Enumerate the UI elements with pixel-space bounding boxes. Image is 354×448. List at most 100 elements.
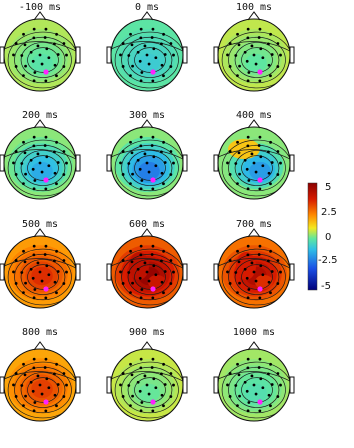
nose-outline xyxy=(33,11,47,21)
electrode-marker xyxy=(150,144,154,147)
electrode-marker xyxy=(279,383,282,387)
electrode-marker xyxy=(22,74,25,78)
electrode-marker xyxy=(44,187,48,191)
electrode-marker xyxy=(43,253,47,256)
electrode-marker xyxy=(53,150,56,154)
electrode-marker xyxy=(53,280,57,284)
electrode-marker xyxy=(127,271,131,274)
electrode-marker xyxy=(29,267,33,271)
electrode-marker xyxy=(162,182,165,186)
electrode-marker xyxy=(151,187,155,191)
electrode-marker xyxy=(279,270,282,274)
electrode-marker xyxy=(154,386,158,390)
electrode-marker xyxy=(238,64,241,68)
electrode-marker xyxy=(22,182,25,186)
electrode-marker xyxy=(250,374,254,378)
contour-line xyxy=(134,264,166,290)
electrode-marker xyxy=(243,158,247,162)
electrode-marker xyxy=(234,54,238,57)
electrode-marker xyxy=(243,50,247,54)
electrode-marker xyxy=(23,151,27,155)
electrode-marker xyxy=(129,249,132,253)
contour-line xyxy=(20,372,66,408)
contour-line xyxy=(241,377,273,403)
electrode-marker xyxy=(14,282,18,285)
time-label: 100 ms xyxy=(236,2,272,13)
electrode-marker xyxy=(160,393,164,397)
electrode-marker xyxy=(152,264,156,268)
electrode-marker xyxy=(24,172,27,176)
electrode-marker xyxy=(258,357,262,361)
electrode-marker xyxy=(162,291,165,295)
electrode-marker xyxy=(160,372,163,376)
source-marker xyxy=(257,399,263,405)
electrode-marker xyxy=(53,63,57,67)
electrode-marker xyxy=(259,155,263,159)
electrode-marker xyxy=(44,296,48,300)
contour-line xyxy=(127,259,173,295)
electrode-marker xyxy=(237,260,241,264)
electrode-marker xyxy=(23,373,27,377)
electrode-marker xyxy=(152,47,156,51)
electrode-marker xyxy=(269,362,272,366)
electrode-marker xyxy=(252,383,256,387)
electrode-marker xyxy=(140,401,144,404)
left-ear-outline xyxy=(0,154,5,172)
electrode-marker xyxy=(29,50,33,54)
electrode-marker xyxy=(152,155,156,159)
electrode-marker xyxy=(14,150,18,153)
electrode-marker xyxy=(237,43,241,47)
electrode-marker xyxy=(243,267,247,271)
topomap: 1000 ms xyxy=(213,327,295,422)
electrode-marker xyxy=(53,171,57,175)
electrode-marker xyxy=(121,282,125,285)
contour-line xyxy=(27,47,59,73)
left-ear-outline xyxy=(0,46,5,64)
electrode-marker xyxy=(261,164,265,168)
time-label: 700 ms xyxy=(236,219,272,230)
contour-line xyxy=(221,139,290,197)
nose-outline xyxy=(247,341,261,351)
left-ear-outline xyxy=(213,376,219,394)
electrode-marker xyxy=(136,380,140,384)
electrode-marker xyxy=(237,151,241,155)
contour-line xyxy=(111,41,183,52)
electrode-marker xyxy=(245,389,249,393)
contour-line xyxy=(218,371,290,382)
electrode-marker xyxy=(147,279,151,283)
electrode-marker xyxy=(32,253,36,257)
electrode-marker xyxy=(12,270,15,274)
electrode-marker xyxy=(33,401,37,404)
field-contour-region xyxy=(31,266,53,286)
topomap: 700 ms xyxy=(213,219,295,309)
left-ear-outline xyxy=(106,154,112,172)
right-ear-outline xyxy=(289,263,295,281)
electrode-marker xyxy=(172,53,175,57)
electrode-marker xyxy=(119,161,122,165)
electrode-marker xyxy=(36,374,40,378)
electrode-marker xyxy=(44,135,48,139)
colorbar-tick-label: 0 xyxy=(325,232,331,243)
electrode-marker xyxy=(22,32,25,36)
scalp-field xyxy=(111,19,183,91)
contour-line xyxy=(134,47,166,73)
electrode-marker xyxy=(23,260,27,264)
electrode-marker xyxy=(32,244,36,248)
source-marker xyxy=(43,399,49,405)
electrode-marker xyxy=(160,259,163,263)
left-ear-outline xyxy=(213,263,219,281)
electrode-marker xyxy=(226,383,229,387)
electrode-marker xyxy=(20,54,24,57)
electrode-marker xyxy=(24,281,27,285)
electrode-marker xyxy=(121,259,125,262)
electrode-marker xyxy=(250,152,254,156)
electrode-marker xyxy=(226,53,229,57)
electrode-marker xyxy=(55,362,58,366)
time-label: 600 ms xyxy=(129,219,165,230)
contour-line xyxy=(14,366,72,414)
electrode-marker xyxy=(238,172,241,176)
electrode-marker xyxy=(62,282,66,285)
contour-line xyxy=(121,36,179,84)
right-ear-outline xyxy=(75,263,81,281)
electrode-marker xyxy=(20,162,24,165)
